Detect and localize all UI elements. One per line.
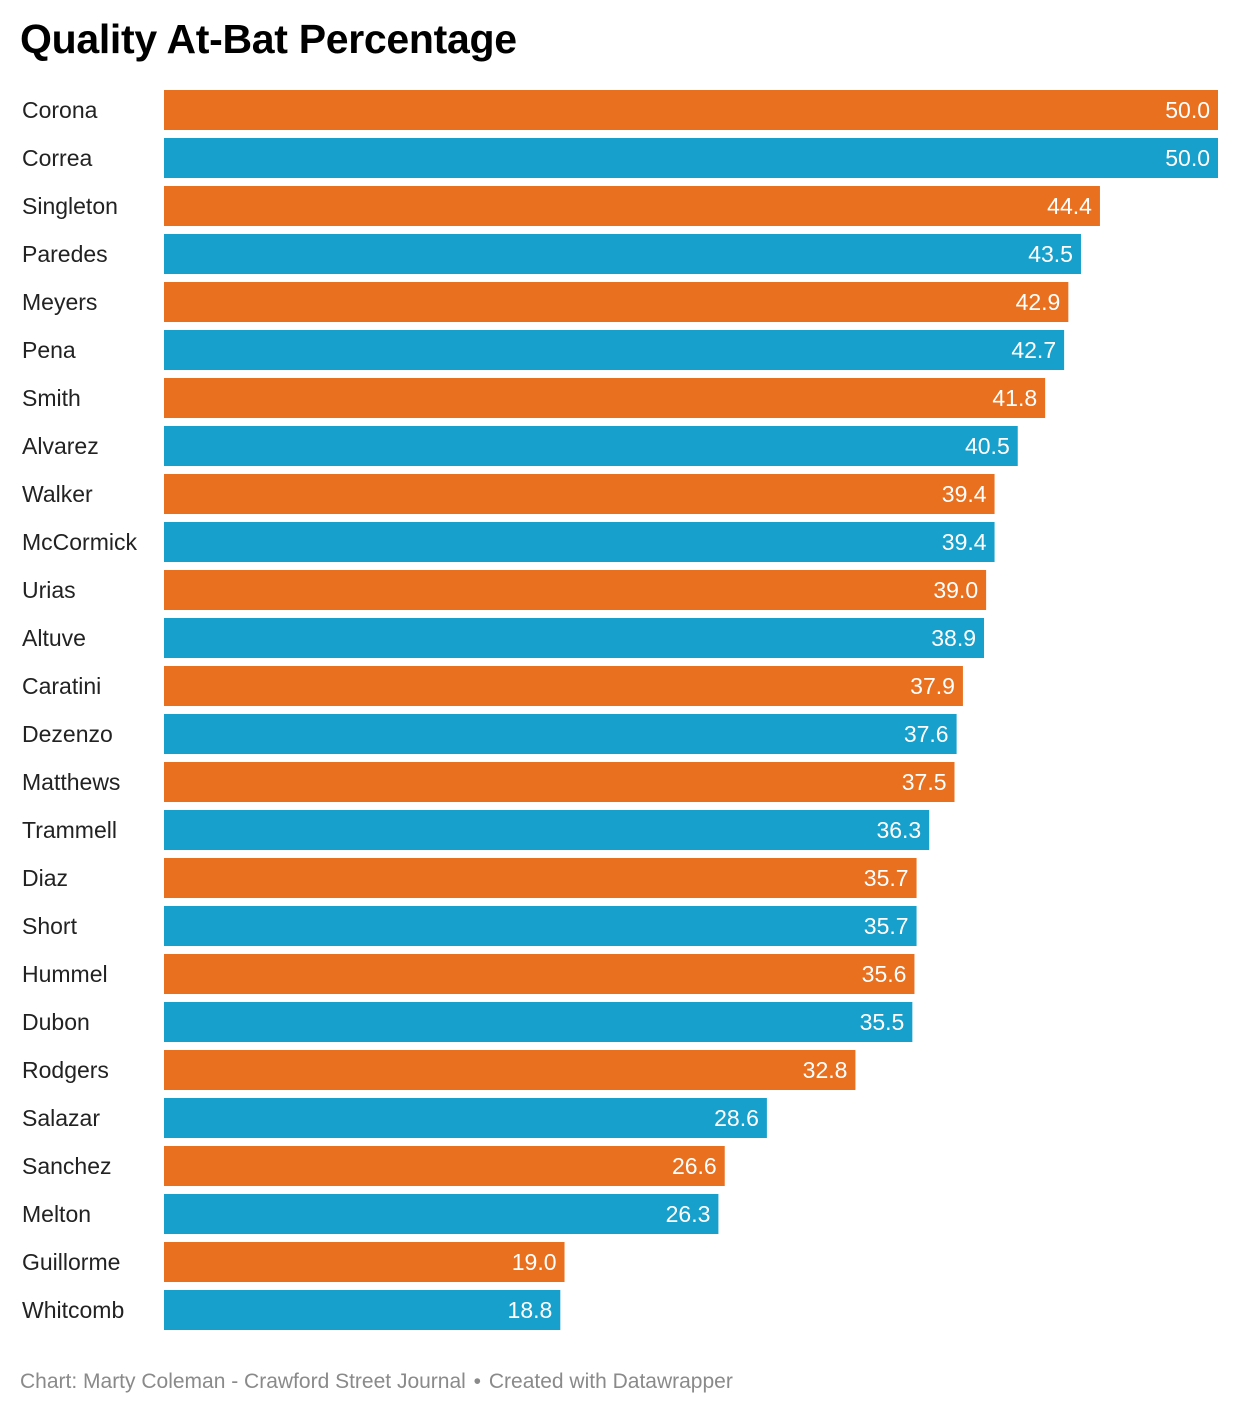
bar [164,138,1218,178]
bar [164,426,1018,466]
value-label: 50.0 [1165,97,1210,123]
value-label: 35.6 [862,961,907,987]
value-label: 41.8 [992,385,1037,411]
value-label: 39.4 [942,529,987,555]
footer-credit: Chart: Marty Coleman - Crawford Street J… [20,1370,466,1393]
bar [164,762,955,802]
category-label: Singleton [22,193,118,219]
bar [164,858,917,898]
category-label: Melton [22,1201,91,1227]
category-label: Walker [22,481,93,507]
bar [164,474,995,514]
category-label: Salazar [22,1105,100,1131]
value-label: 35.7 [864,913,909,939]
value-label: 36.3 [876,817,921,843]
value-label: 50.0 [1165,145,1210,171]
category-label: Caratini [22,673,101,699]
category-label: Pena [22,337,76,363]
category-label: Trammell [22,817,117,843]
bar [164,1050,856,1090]
category-label: Correa [22,145,93,171]
value-label: 35.5 [860,1009,905,1035]
value-label: 35.7 [864,865,909,891]
value-label: 32.8 [803,1057,848,1083]
value-label: 39.0 [933,577,978,603]
value-label: 19.0 [512,1249,557,1275]
bar [164,1194,719,1234]
category-label: Sanchez [22,1153,112,1179]
bar [164,378,1046,418]
value-label: 37.6 [904,721,949,747]
category-label: Guillorme [22,1249,120,1275]
footer-tool-link[interactable]: Created with Datawrapper [488,1370,733,1393]
value-label: 37.5 [902,769,947,795]
chart-title: Quality At-Bat Percentage [20,16,517,62]
category-label: Rodgers [22,1057,109,1083]
bar [164,1146,725,1186]
value-label: 40.5 [965,433,1010,459]
value-label: 38.9 [931,625,976,651]
bar [164,186,1100,226]
category-label: Altuve [22,625,86,651]
category-label: Corona [22,97,98,123]
category-label: Alvarez [22,433,99,459]
category-label: Whitcomb [22,1297,124,1323]
category-label: McCormick [22,529,137,555]
value-label: 18.8 [508,1297,553,1323]
category-label: Smith [22,385,81,411]
category-label: Dubon [22,1009,90,1035]
bar [164,330,1065,370]
value-label: 37.9 [910,673,955,699]
bar [164,234,1081,274]
bar [164,1242,565,1282]
bar [164,282,1069,322]
bar [164,570,987,610]
category-label: Meyers [22,289,97,315]
bar [164,618,985,658]
category-label: Paredes [22,241,108,267]
chart-footer: Chart: Marty Coleman - Crawford Street J… [20,1370,733,1394]
category-label: Urias [22,577,76,603]
bar [164,954,915,994]
category-label: Dezenzo [22,721,113,747]
value-label: 26.3 [666,1201,711,1227]
bar [164,714,957,754]
bar [164,906,917,946]
category-label: Diaz [22,865,68,891]
bar-chart: Corona 50.0 Correa 50.0 Singleton 44.4 Paredes… [22,90,1218,1330]
bar [164,90,1218,130]
category-label: Hummel [22,961,108,987]
footer-separator: • [473,1370,482,1393]
value-label: 42.7 [1011,337,1056,363]
category-label: Matthews [22,769,120,795]
value-label: 39.4 [942,481,987,507]
value-label: 28.6 [714,1105,759,1131]
bar [164,1290,561,1330]
bar [164,1098,767,1138]
bar [164,1002,913,1042]
value-label: 44.4 [1047,193,1092,219]
bar [164,810,930,850]
bar [164,666,963,706]
value-label: 26.6 [672,1153,717,1179]
value-label: 43.5 [1028,241,1073,267]
category-label: Short [22,913,78,939]
bar [164,522,995,562]
value-label: 42.9 [1016,289,1061,315]
